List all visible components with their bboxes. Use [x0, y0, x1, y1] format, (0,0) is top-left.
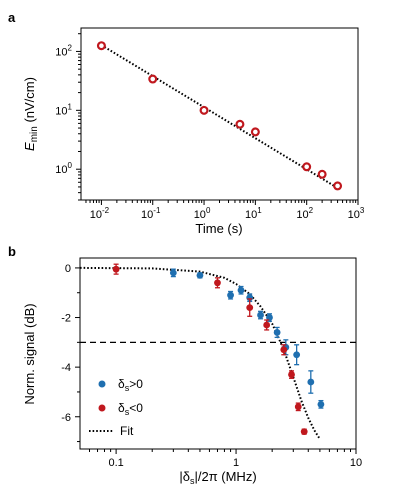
- panel-a-ytick-label: 102: [55, 43, 72, 58]
- panel-b-xlabel: |δs|/2π (MHz): [179, 469, 256, 486]
- panel-b-point-negative: [214, 279, 221, 287]
- panel-a-fit-line: [100, 44, 339, 189]
- panel-a-xlabel: Time (s): [195, 221, 242, 236]
- panel-b-frame: [79, 257, 357, 450]
- panel-b-legend: δs>0 δs<0 Fit: [89, 377, 143, 438]
- panel-b-point-negative: [246, 304, 254, 312]
- panel-b-point-positive: [266, 314, 273, 321]
- panel-a-point: [333, 181, 343, 191]
- panel-b-point-negative: [294, 403, 302, 411]
- panel-a-ylabel: Emin (nV/cm): [22, 77, 40, 151]
- panel-b-point-positive: [257, 311, 264, 319]
- panel-b-xtick-label: 1: [233, 457, 239, 469]
- panel-a-ytick-label: 100: [55, 161, 72, 176]
- panel-b-label: b: [8, 244, 16, 259]
- panel-b-ytick-label: 0: [65, 263, 71, 275]
- panel-b-ticks: 0.1 1 10 0 -2 -4 -6: [61, 263, 362, 469]
- panel-b-plot: 0.1 1 10 0 -2 -4 -6 δs>0 δs<0 Fit |δs|/2π (MHz…: [22, 257, 362, 486]
- panel-a-xtick-label: 103: [348, 206, 365, 221]
- panel-a-fit: [100, 44, 339, 189]
- panel-b-point-positive: [293, 351, 301, 359]
- panel-b-point-positive: [273, 329, 281, 336]
- legend-label-positive: δs>0: [118, 377, 143, 393]
- legend-label-negative: δs<0: [118, 401, 143, 417]
- panel-b-point-negative: [112, 265, 120, 273]
- panel-b-ytick-label: -6: [61, 412, 71, 424]
- panel-b-point-positive: [317, 400, 325, 408]
- panel-a-xtick-label: 101: [245, 206, 262, 221]
- panel-a-point: [235, 119, 245, 129]
- panel-b-ytick-label: -4: [61, 362, 71, 374]
- panel-a-xtick-label: 102: [296, 206, 313, 221]
- panel-b-point-positive: [227, 291, 234, 299]
- panel-a-point: [148, 74, 158, 84]
- legend-label-fit: Fit: [120, 424, 134, 438]
- panel-a-ytick-label: 101: [55, 102, 72, 117]
- panel-a-xtick-label: 10-1: [141, 206, 161, 221]
- panel-b-fit-line: [79, 266, 321, 440]
- panel-b-point-negative: [280, 346, 288, 354]
- panel-b-point-positive: [196, 271, 204, 279]
- panel-b-point-positive: [307, 378, 315, 386]
- panel-a-point: [302, 162, 312, 172]
- panel-b-point-negative: [288, 371, 295, 378]
- panel-b-fit: [79, 266, 321, 440]
- panel-a-plot: 10-2 10-1 100 101 102 103 100 101 102 Time (s) E…: [22, 27, 365, 236]
- panel-a-frame: [80, 27, 359, 201]
- panel-b-ytick-label: -2: [61, 313, 71, 325]
- panel-b-ylabel: Norm. signal (dB): [22, 303, 37, 404]
- panel-b-point-negative: [300, 428, 308, 436]
- panel-a-point: [250, 127, 260, 137]
- panel-a-xtick-label: 100: [194, 206, 211, 221]
- panel-a-markers: [96, 41, 343, 191]
- panel-b-point-positive: [169, 269, 177, 277]
- panel-b-point-negative: [263, 321, 271, 329]
- panel-a-xtick-label: 10-2: [90, 206, 110, 221]
- legend-marker-negative: [98, 404, 106, 412]
- panel-b-xtick-label: 10: [350, 457, 362, 469]
- panel-a-label: a: [8, 10, 16, 25]
- panel-b-markers: [112, 263, 325, 436]
- panel-b-point-positive: [237, 286, 245, 294]
- panel-a-point: [96, 41, 106, 51]
- legend-marker-positive: [98, 380, 106, 388]
- panel-a-point: [199, 105, 209, 115]
- panel-a-point: [317, 169, 327, 179]
- panel-a-ticks: 10-2 10-1 100 101 102 103 100 101 102: [55, 33, 365, 221]
- panel-b-xtick-label: 0.1: [108, 457, 123, 469]
